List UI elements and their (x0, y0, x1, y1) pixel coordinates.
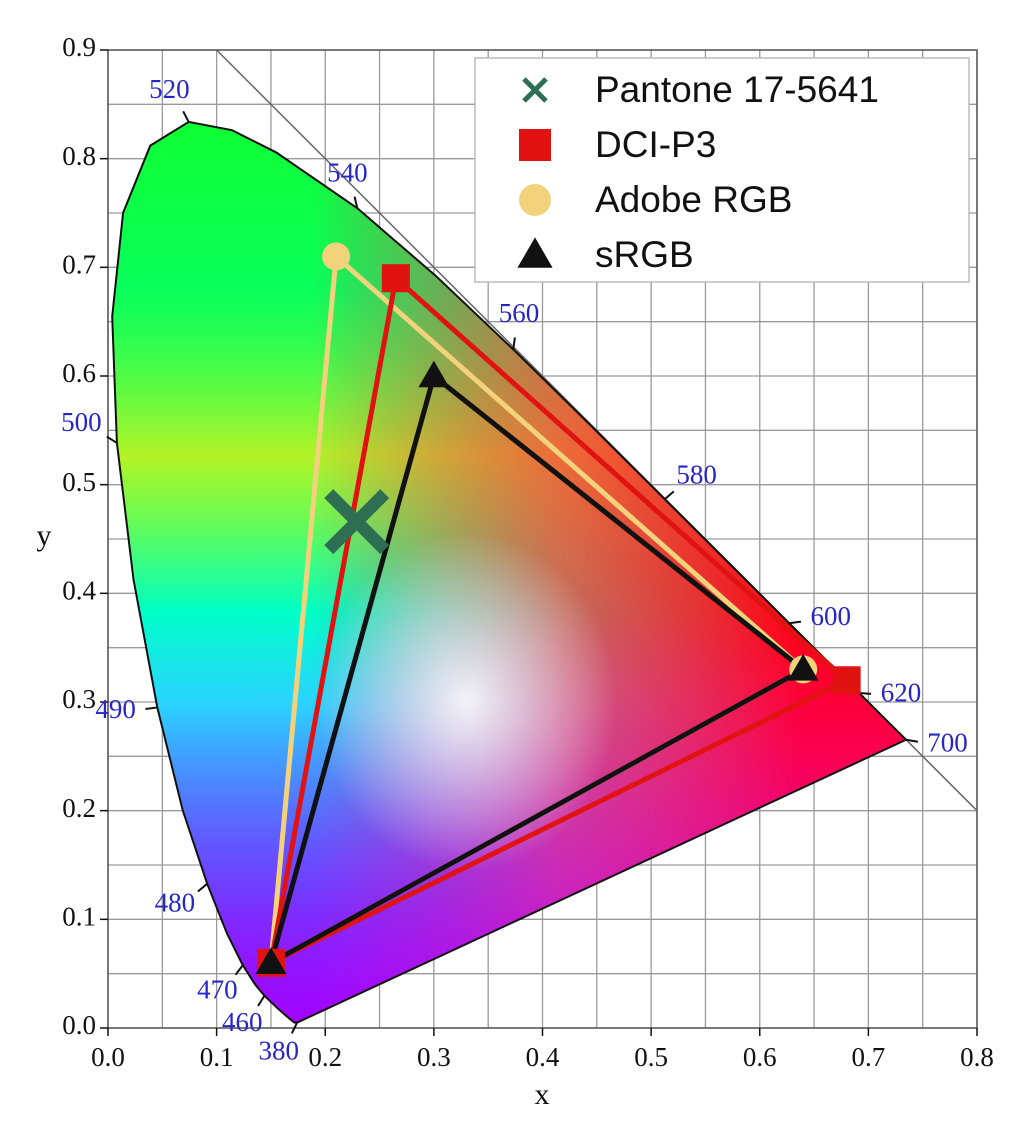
y-tick-label: 0.7 (62, 250, 96, 280)
wavelength-tick (664, 490, 675, 500)
legend-marker (522, 77, 548, 103)
wavelength-label: 470 (197, 974, 238, 1004)
wavelength-tick (145, 706, 158, 711)
marker (787, 654, 819, 681)
marker (322, 242, 351, 271)
x-tick-label: 0.0 (91, 1042, 125, 1072)
y-tick-label: 0.1 (62, 902, 96, 932)
x-tick-label: 0.5 (634, 1042, 668, 1072)
x-tick-label: 0.4 (526, 1042, 560, 1072)
marker-stroke (324, 489, 390, 555)
y-tick-label: 0.5 (62, 467, 96, 497)
wavelength-label: 380 (259, 1035, 300, 1065)
wavelength-tick (182, 110, 190, 123)
legend-label: DCI-P3 (595, 124, 716, 165)
gamut-triangle (268, 275, 850, 966)
x-tick-label: 0.1 (200, 1042, 234, 1072)
marker (418, 360, 450, 388)
marker (832, 666, 861, 695)
legend-label: Pantone 17-5641 (595, 69, 879, 110)
wavelength-label: 620 (881, 678, 922, 708)
legend-label: Adobe RGB (595, 179, 792, 220)
x-tick-label: 0.2 (308, 1042, 342, 1072)
y-tick-label: 0.6 (62, 358, 96, 388)
wavelength-tick (788, 620, 802, 625)
y-tick-label: 0.0 (62, 1010, 96, 1040)
wavelength-label: 490 (95, 694, 136, 724)
x-axis-label: x (535, 1078, 550, 1111)
wavelength-label: 480 (155, 888, 196, 918)
wavelength-label: 560 (499, 298, 540, 328)
marker (324, 489, 390, 555)
y-tick-label: 0.2 (62, 793, 96, 823)
wavelength-label: 700 (927, 728, 968, 758)
x-tick-label: 0.7 (852, 1042, 886, 1072)
legend-label: sRGB (595, 234, 694, 275)
wavelength-tick (234, 964, 244, 976)
wavelength-tick (106, 435, 118, 444)
wavelength-label: 460 (222, 1007, 263, 1037)
marker (381, 264, 410, 293)
wavelength-label: 580 (676, 459, 717, 489)
wavelength-tick (512, 337, 516, 350)
y-tick-label: 0.9 (62, 32, 96, 62)
gamut-triangle (268, 373, 806, 966)
wavelength-tick (859, 691, 872, 695)
x-tick-label: 0.8 (960, 1042, 994, 1072)
wavelength-tick (353, 196, 359, 209)
wavelength-tick (197, 883, 208, 893)
wavelength-tick (290, 1022, 299, 1034)
marker (255, 947, 287, 974)
wavelength-label: 600 (810, 601, 851, 631)
wavelength-label: 540 (327, 158, 368, 188)
legend-marker (517, 237, 553, 268)
legend: Pantone 17-5641 DCI-P3 Adobe RGB sRGB (474, 57, 970, 283)
y-tick-label: 0.3 (62, 684, 96, 714)
x-tick-label: 0.6 (743, 1042, 777, 1072)
y-axis-label: y (37, 519, 52, 552)
x-tick-label: 0.3 (417, 1042, 451, 1072)
y-tick-label: 0.4 (62, 576, 96, 606)
fill-white (316, 532, 617, 872)
wavelength-tick (905, 738, 919, 743)
legend-box (474, 57, 970, 283)
y-tick-label: 0.8 (62, 141, 96, 171)
legend-marker (519, 129, 551, 161)
wavelength-tick (257, 995, 266, 1007)
legend-marker (519, 184, 551, 216)
wavelength-label: 520 (149, 74, 190, 104)
wavelength-label: 500 (61, 407, 102, 437)
marker-stroke (522, 77, 548, 103)
